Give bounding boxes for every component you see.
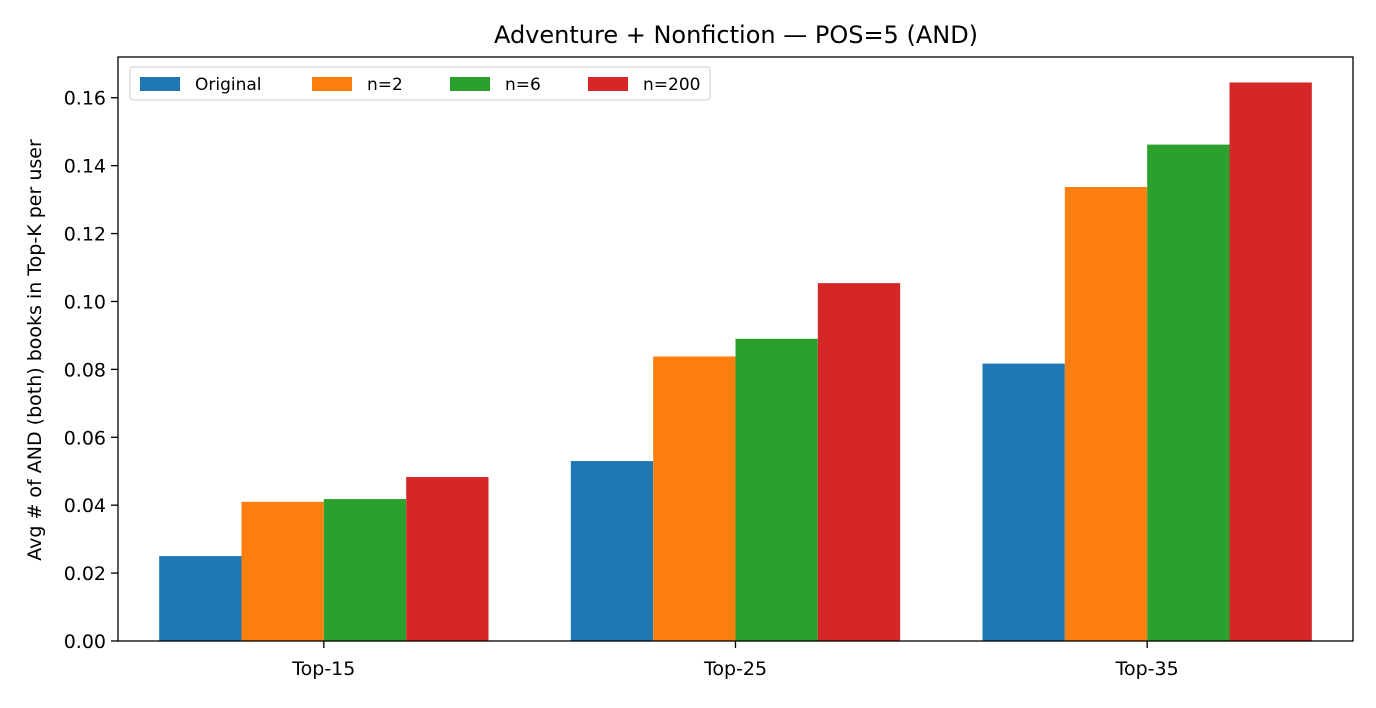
legend-swatch	[312, 77, 352, 91]
y-tick-label: 0.10	[64, 291, 106, 313]
legend-label: Original	[195, 75, 262, 95]
y-tick-label: 0.16	[64, 88, 106, 110]
y-tick-label: 0.00	[64, 631, 106, 653]
axes-layer: 0.00 0.02 0.04 0.06 0.08 0.10 0.12 0.14 0.16 Top-…	[64, 56, 1354, 680]
legend-label: n=2	[367, 75, 403, 95]
bar-n-2-top-35	[1064, 187, 1148, 642]
y-tick-label: 0.06	[64, 427, 106, 449]
bars-layer	[159, 82, 1312, 642]
y-tick-label: 0.02	[64, 563, 106, 585]
bar-n-2-top-15	[241, 501, 324, 641]
x-tick-label: Top-35	[1115, 658, 1179, 680]
legend-box	[129, 66, 711, 101]
y-tick-label: 0.12	[64, 224, 106, 246]
y-tick-label: 0.14	[64, 156, 106, 178]
bar-original-top-35	[982, 363, 1065, 641]
bar-n-6-top-15	[323, 499, 407, 641]
chart-title: Adventure + Nonfiction — POS=5 (AND)	[494, 21, 978, 49]
bar-n-6-top-35	[1147, 144, 1230, 641]
bar-n-2-top-25	[653, 356, 736, 641]
y-tick-label: 0.08	[64, 359, 106, 381]
x-tick-label: Top-25	[703, 658, 767, 680]
legend: Original n=2 n=6 n=200	[129, 66, 711, 101]
bar-n-6-top-25	[735, 338, 818, 641]
legend-swatch	[450, 77, 490, 91]
legend-label: n=200	[643, 75, 700, 95]
bar-n-200-top-25	[817, 283, 901, 641]
x-tick-label: Top-15	[291, 658, 355, 680]
y-tick-label: 0.04	[64, 495, 106, 517]
bar-original-top-15	[159, 556, 242, 641]
y-axis-label: Avg # of AND (both) books in Top-K per u…	[24, 139, 46, 561]
legend-swatch	[588, 77, 628, 91]
legend-label: n=6	[505, 75, 541, 95]
bar-n-200-top-15	[406, 477, 489, 641]
bar-n-200-top-35	[1229, 82, 1312, 642]
bar-original-top-25	[570, 461, 654, 641]
legend-swatch	[140, 77, 180, 91]
